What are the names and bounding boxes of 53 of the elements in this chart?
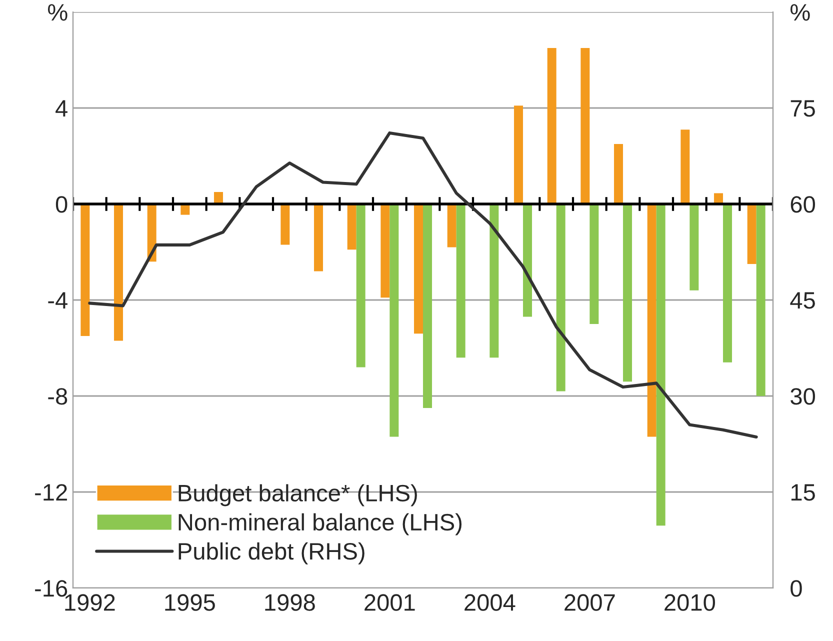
y-tick-label: 0	[56, 196, 68, 213]
x-tick-label: 1995	[165, 594, 215, 611]
x-tick-label: 2010	[664, 594, 716, 611]
legend-label: Budget balance* (LHS)	[178, 484, 417, 506]
y-tick-label: %	[48, 4, 68, 21]
legend-label: Public debt (RHS)	[178, 542, 364, 564]
bar	[680, 130, 690, 204]
bar	[747, 204, 756, 264]
bar	[723, 204, 732, 362]
bar	[114, 204, 123, 341]
line-series	[88, 131, 758, 438]
x-tick-label: 1992	[65, 594, 115, 611]
y2-tick-label: 30	[790, 388, 816, 405]
bar	[414, 204, 423, 334]
y2-tick-label: %	[790, 4, 810, 21]
bar	[614, 144, 623, 204]
bar	[523, 204, 532, 317]
bar	[590, 204, 599, 324]
bar	[690, 204, 699, 290]
y2-tick-label: 60	[790, 196, 816, 213]
bar	[347, 204, 356, 250]
y-tick-label: -12	[35, 484, 67, 501]
bar	[514, 106, 523, 204]
bar	[356, 204, 366, 368]
y2-tick-label: 45	[790, 292, 815, 309]
bar	[556, 204, 566, 392]
y2-tick-label: 0	[790, 580, 802, 597]
x-tick-label: 2001	[364, 594, 415, 611]
x-tick-label: 1998	[265, 594, 315, 611]
x-tick-label: 2007	[564, 594, 615, 611]
bar	[623, 204, 632, 382]
bar	[80, 204, 90, 336]
bar	[456, 204, 466, 358]
bar	[647, 204, 656, 437]
bar	[580, 48, 590, 204]
bar	[314, 204, 323, 272]
bar	[380, 204, 390, 298]
bar	[423, 204, 432, 408]
y-tick-label: -8	[48, 388, 68, 405]
y-tick-label: -16	[35, 580, 68, 597]
bar	[756, 204, 766, 396]
bar	[656, 204, 666, 526]
bar	[447, 204, 456, 248]
y-tick-label: 4	[56, 100, 68, 117]
bar	[547, 48, 556, 204]
bar	[280, 204, 290, 245]
bar	[390, 204, 399, 437]
bar	[490, 204, 499, 358]
x-tick-label: 2004	[464, 594, 516, 611]
y2-tick-label: 15	[791, 484, 815, 501]
y2-tick-label: 75	[790, 100, 815, 117]
y-tick-label: -4	[48, 292, 68, 309]
legend-label: Non-mineral balance (LHS)	[178, 513, 462, 536]
